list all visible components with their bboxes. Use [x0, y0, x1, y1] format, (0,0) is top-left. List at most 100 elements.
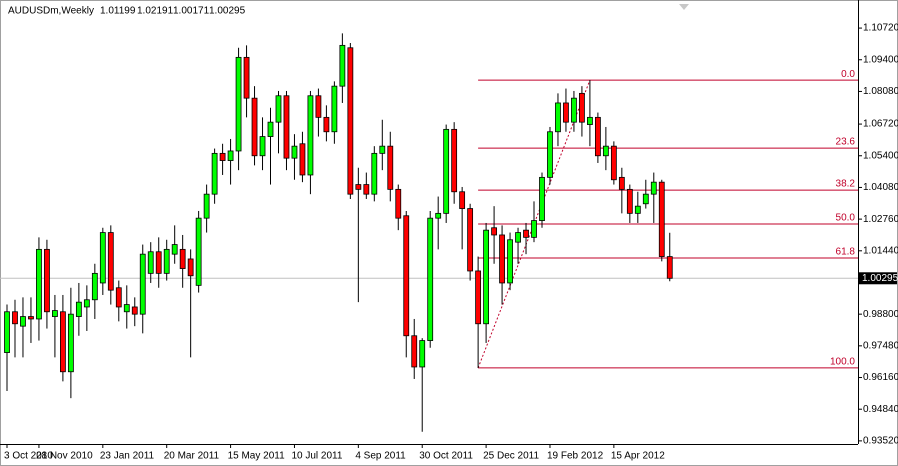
- fib-label: 61.8: [836, 247, 856, 258]
- candle-body: [4, 311, 10, 353]
- candle-body: [459, 191, 466, 209]
- x-tick-label: 23 Jan 2011: [100, 451, 155, 462]
- candle-body: [235, 56, 242, 152]
- candle-body: [507, 239, 513, 284]
- candle-body: [115, 287, 122, 308]
- y-tick-label: 0.97480: [863, 340, 898, 351]
- candle-body: [44, 248, 50, 313]
- x-tick-label: 20 Mar 2011: [164, 451, 220, 462]
- y-tick-label: 1.09400: [863, 54, 898, 65]
- candle-body: [411, 335, 418, 368]
- candle-body: [139, 253, 146, 315]
- candle-body: [163, 248, 170, 274]
- fib-label: 0.0: [841, 69, 855, 80]
- candle-body: [642, 193, 649, 205]
- x-tick-label: 4 Sep 2011: [355, 451, 406, 462]
- y-tick-label: 1.10720: [863, 23, 898, 34]
- x-tick-label: 15 Apr 2012: [611, 451, 665, 462]
- candle-body: [227, 150, 234, 161]
- x-tick-label: 30 Oct 2011: [419, 451, 473, 462]
- candle-body: [283, 95, 290, 159]
- y-tick-label: 1.04080: [863, 182, 898, 193]
- candle-body: [211, 152, 218, 195]
- y-tick-label: 0.93520: [863, 436, 898, 447]
- x-tick-label: 28 Nov 2010: [36, 451, 93, 462]
- candle-body: [307, 95, 314, 176]
- chart-title: AUDUSDm,Weekly: [8, 6, 94, 17]
- candle-body: [155, 251, 162, 274]
- x-tick-label: 25 Dec 2011: [483, 451, 539, 462]
- y-tick-label: 0.94840: [863, 404, 898, 415]
- candle-body: [36, 248, 42, 320]
- candle-body: [395, 188, 402, 219]
- candle-body: [20, 316, 26, 327]
- header-close: 1.00295: [209, 6, 246, 17]
- fib-label: 50.0: [836, 213, 856, 224]
- candle-body: [75, 301, 82, 317]
- candle-body: [403, 215, 410, 337]
- candle-body: [67, 313, 74, 373]
- candle-body: [531, 220, 537, 238]
- candle-body: [52, 310, 58, 317]
- candle-body: [594, 116, 601, 157]
- candle-body: [107, 232, 114, 291]
- candle-body: [219, 152, 226, 161]
- candle-body: [187, 258, 194, 277]
- header-low: 1.00171: [173, 6, 210, 17]
- y-tick-label: 1.06720: [863, 119, 898, 130]
- candle-body: [547, 131, 553, 178]
- candle-body: [419, 340, 426, 368]
- candle-body: [483, 229, 490, 325]
- y-tick-label: 1.02760: [863, 214, 898, 225]
- candle-body: [251, 97, 258, 157]
- fib-label: 38.2: [836, 179, 856, 190]
- candle-body: [331, 85, 338, 133]
- candle-body: [28, 316, 34, 320]
- candle-body: [499, 234, 505, 284]
- y-tick-label: 0.96160: [863, 372, 898, 383]
- candle-body: [610, 145, 617, 181]
- y-tick-label: 1.08080: [863, 86, 898, 97]
- candle-body: [363, 184, 370, 195]
- candle-body: [650, 181, 657, 195]
- candle-body: [523, 229, 529, 238]
- candle-body: [179, 248, 186, 269]
- candle-body: [339, 44, 346, 87]
- candle-body: [427, 217, 434, 341]
- candle-body: [634, 205, 641, 214]
- candle-body: [99, 232, 106, 284]
- candle-body: [515, 232, 521, 243]
- candle-body: [323, 116, 330, 133]
- candle-body: [618, 176, 625, 190]
- price-tag: [859, 272, 897, 285]
- candle-body: [171, 244, 178, 255]
- candle-body: [355, 184, 362, 190]
- x-tick-label: 19 Feb 2012: [547, 451, 604, 462]
- fib-trend: [477, 79, 591, 369]
- candle-body: [299, 143, 306, 176]
- candle-body: [658, 181, 665, 257]
- candle-body: [602, 145, 609, 157]
- candle-body: [315, 95, 322, 118]
- candle-body: [626, 188, 633, 214]
- candle-body: [275, 95, 282, 123]
- candle-body: [267, 121, 274, 137]
- candle-body: [91, 272, 98, 301]
- candle-body: [555, 102, 561, 133]
- candle-body: [12, 311, 18, 325]
- candle-body: [443, 128, 450, 214]
- candle-body: [147, 251, 154, 274]
- candle-body: [467, 208, 474, 272]
- y-tick-label: 1.01440: [863, 245, 898, 256]
- candle-body: [131, 306, 138, 315]
- candle-body: [195, 217, 202, 286]
- candle-body: [387, 145, 394, 190]
- candle-body: [539, 176, 545, 221]
- candle-body: [571, 97, 577, 123]
- y-tick-label: 0.98800: [863, 309, 898, 320]
- header-open: 1.01199: [100, 6, 136, 17]
- candle-body: [451, 128, 458, 193]
- x-tick-label: 15 May 2011: [228, 451, 286, 462]
